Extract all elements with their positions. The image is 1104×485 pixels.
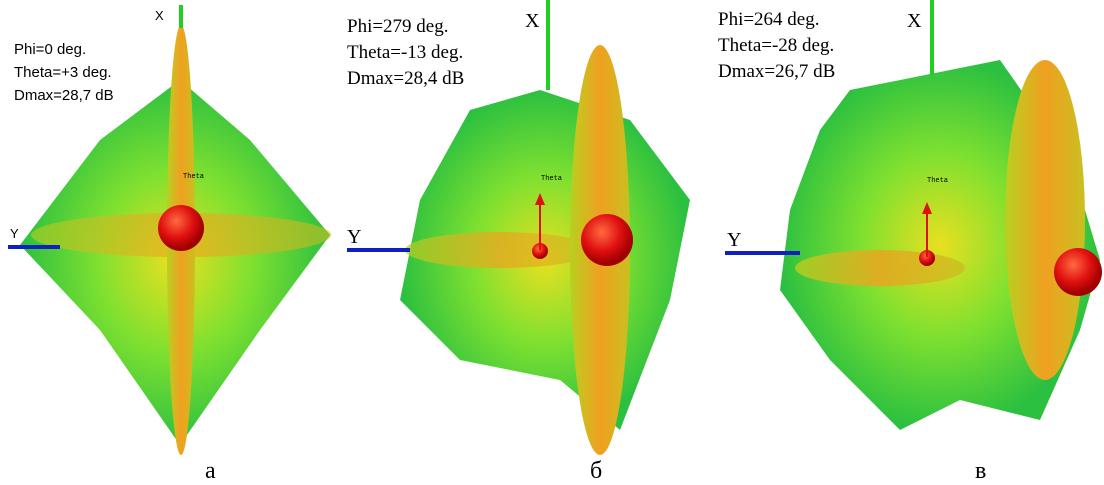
main-lobe — [581, 214, 633, 266]
theta-arrow-head — [535, 193, 545, 205]
axis-label: X — [155, 8, 164, 23]
info: Phi=264 deg. — [718, 9, 820, 30]
caption: в — [975, 458, 986, 484]
info: Dmax=28,7 dB — [14, 87, 114, 104]
theta-label: Theta — [541, 175, 562, 183]
pattern-lobe — [405, 232, 595, 268]
theta-label: Theta — [927, 177, 948, 185]
info: Theta=+3 deg. — [14, 64, 112, 81]
axis-label: X — [907, 10, 922, 32]
theta-label: Theta — [183, 173, 204, 181]
main-lobe — [158, 205, 204, 251]
panel-c: X Y Theta Phi=264 deg. Theta=-28 deg. Dm… — [718, 0, 1102, 484]
panel-a: X Y Theta Phi=0 deg. Theta=+3 deg. Dmax=… — [8, 5, 331, 484]
caption: б — [590, 458, 602, 484]
origin — [532, 243, 548, 259]
main-lobe — [1054, 248, 1102, 296]
panel-b: X Y Theta Phi=279 deg. Theta=-13 deg. Dm… — [347, 0, 690, 484]
axis-label: Y — [10, 226, 19, 241]
axis-label: Y — [727, 229, 741, 251]
caption: а — [205, 458, 216, 484]
pattern-lobe — [1005, 60, 1085, 380]
axis-label: X — [525, 10, 540, 32]
theta-arrow-head — [922, 202, 932, 214]
info: Phi=0 deg. — [14, 41, 86, 58]
pattern-lobe — [795, 250, 965, 286]
info: Dmax=28,4 dB — [347, 68, 464, 89]
origin — [919, 250, 935, 266]
info: Phi=279 deg. — [347, 16, 449, 37]
info: Dmax=26,7 dB — [718, 61, 835, 82]
info: Theta=-28 deg. — [718, 35, 834, 56]
info: Theta=-13 deg. — [347, 42, 463, 63]
axis-label: Y — [347, 226, 361, 248]
